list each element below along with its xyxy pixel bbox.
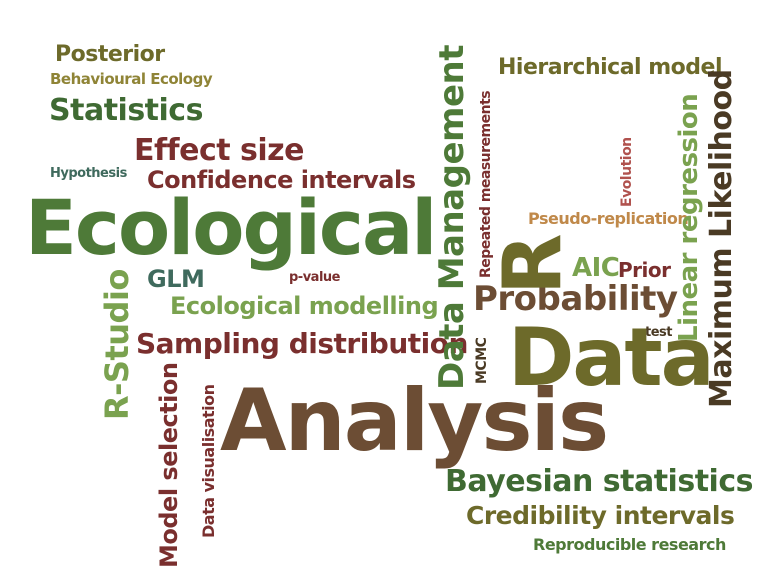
word-glm: GLM: [147, 265, 205, 293]
word-effect-size: Effect size: [134, 133, 304, 168]
word-model-selection: Model selection: [155, 362, 183, 568]
word-p-value: p-value: [289, 270, 340, 285]
word-r: R: [486, 233, 579, 295]
word-ecological-modelling: Ecological modelling: [170, 292, 439, 320]
word-reproducible-research: Reproducible research: [533, 535, 726, 554]
word-linear-regression: Linear regression: [674, 93, 704, 342]
word-hierarchical-model: Hierarchical model: [498, 55, 723, 80]
word-sampling-distribution: Sampling distribution: [136, 327, 468, 360]
word-prior: Prior: [618, 258, 671, 282]
word-statistics: Statistics: [49, 93, 203, 128]
word-data-management: Data Management: [432, 45, 472, 390]
word-hypothesis: Hypothesis: [50, 166, 127, 181]
word-aic: AIC: [572, 253, 620, 283]
word-maximum-likelihood: Maximum Likelihood: [704, 69, 739, 408]
word-credibility-intervals: Credibility intervals: [466, 501, 735, 530]
word-pseudo-replication: Pseudo-replication: [528, 209, 689, 228]
word-confidence-intervals: Confidence intervals: [147, 166, 416, 194]
word-data-visualisation: Data visualisation: [199, 384, 218, 538]
word-r-studio: R-Studio: [98, 269, 136, 420]
word-ecological: Ecological: [25, 183, 437, 272]
word-test: test: [645, 325, 672, 340]
word-evolution: Evolution: [619, 137, 635, 207]
word-analysis: Analysis: [220, 371, 609, 471]
word-behavioural-ecology: Behavioural Ecology: [50, 70, 213, 88]
word-data: Data: [508, 311, 715, 404]
word-probability: Probability: [473, 279, 678, 319]
word-bayesian-statistics: Bayesian statistics: [445, 464, 753, 499]
word-mcmc: MCMC: [474, 337, 490, 384]
word-posterior: Posterior: [55, 42, 165, 67]
